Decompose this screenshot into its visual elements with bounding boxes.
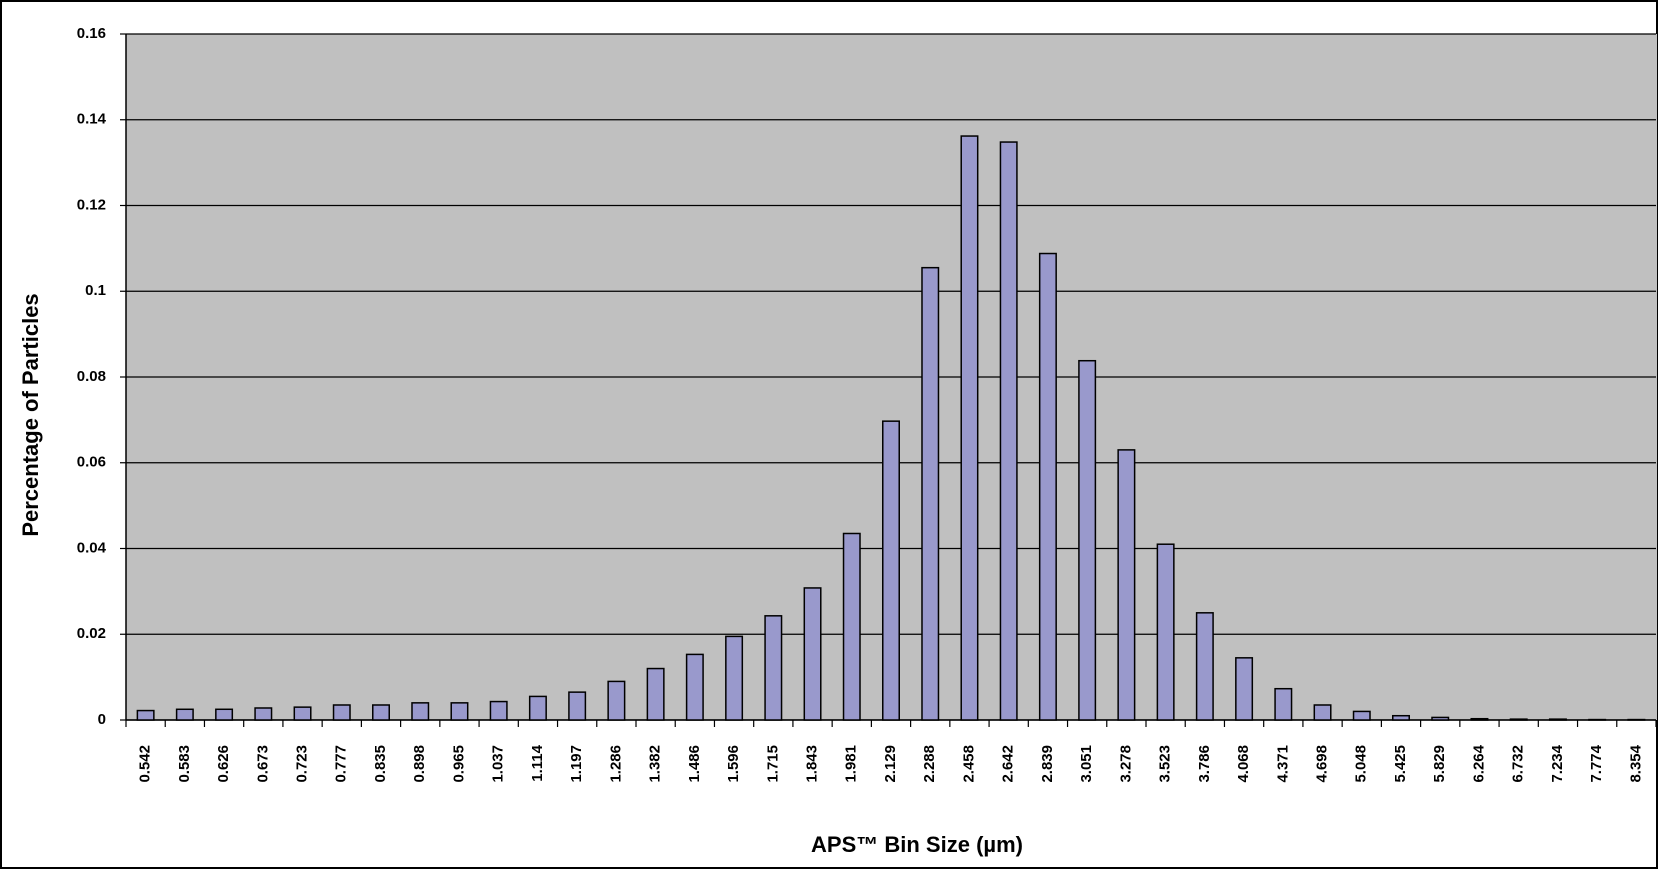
x-tick-label: 2.288: [921, 745, 938, 783]
y-tick-label: 0: [98, 711, 106, 728]
x-tick-label: 0.626: [215, 745, 232, 783]
y-tick-label: 0.08: [77, 368, 106, 385]
bar: [372, 704, 390, 721]
bar: [528, 695, 547, 721]
x-tick-label: 0.673: [254, 745, 271, 783]
x-tick-label: 6.732: [1510, 745, 1527, 783]
bar: [803, 587, 822, 721]
x-tick-label: 1.114: [529, 744, 546, 781]
bar: [842, 532, 861, 721]
bar: [1235, 657, 1254, 721]
x-tick-label: 4.698: [1314, 745, 1331, 783]
x-tick-label: 1.486: [686, 745, 703, 783]
bar: [1392, 714, 1410, 721]
bar: [1038, 252, 1057, 721]
y-tick-label: 0.12: [77, 196, 106, 213]
bar: [1509, 718, 1528, 721]
y-tick-label: 0.14: [77, 111, 107, 128]
x-tick-label: 5.048: [1353, 745, 1370, 783]
x-tick-label: 3.278: [1117, 745, 1134, 783]
x-tick-label: 2.458: [960, 745, 977, 783]
bar: [1195, 612, 1214, 721]
x-tick-label: 0.777: [333, 745, 350, 783]
bar: [1313, 704, 1332, 721]
x-tick-label: 2.839: [1039, 745, 1056, 783]
x-tick-label: 0.835: [372, 745, 389, 783]
y-tick-label: 0.06: [77, 454, 106, 471]
x-tick-label: 0.542: [137, 745, 154, 783]
bar: [685, 653, 704, 721]
x-tick-label: 3.051: [1078, 745, 1095, 783]
y-tick-label: 0.04: [77, 539, 107, 556]
bar: [607, 680, 626, 721]
bar: [175, 708, 194, 721]
x-tick-label: 2.129: [882, 745, 899, 783]
bar: [764, 615, 783, 721]
bar: [1470, 717, 1489, 721]
x-tick-label: 4.068: [1235, 745, 1252, 783]
x-tick-label: 3.786: [1196, 745, 1213, 783]
x-tick-label: 4.371: [1274, 745, 1291, 783]
y-tick-label: 0.1: [85, 282, 106, 299]
bar: [1274, 687, 1293, 721]
x-tick-label: 5.425: [1392, 745, 1409, 783]
x-tick-label: 1.037: [490, 745, 507, 783]
bar: [882, 420, 900, 721]
x-tick-label: 0.723: [294, 745, 311, 783]
bar: [568, 691, 587, 721]
x-tick-label: 7.774: [1588, 744, 1605, 782]
bar: [1078, 359, 1097, 721]
x-tick-label: 2.642: [1000, 745, 1017, 783]
x-tick-label: 1.981: [843, 745, 860, 783]
bar: [921, 266, 940, 721]
x-tick-label: 3.523: [1157, 745, 1174, 783]
bar: [1548, 718, 1567, 721]
bar: [332, 704, 351, 721]
bar: [1156, 543, 1175, 721]
bar: [136, 709, 155, 721]
bar: [1352, 710, 1371, 721]
x-tick-label: 0.965: [450, 745, 467, 783]
x-tick-label: 5.829: [1431, 745, 1448, 783]
bar: [1431, 716, 1450, 721]
y-tick-label: 0.02: [77, 625, 106, 642]
bar: [489, 700, 508, 721]
bar: [999, 141, 1018, 721]
x-tick-label: 1.843: [804, 745, 821, 783]
x-tick-label: 1.715: [764, 745, 781, 783]
bar: [1117, 449, 1136, 721]
bar: [646, 667, 665, 721]
x-tick-label: 1.197: [568, 745, 585, 783]
x-tick-label: 0.583: [176, 745, 193, 783]
x-axis-title: APS™ Bin Size (µm): [811, 832, 1023, 857]
bar: [960, 135, 979, 721]
y-tick-label: 0.16: [77, 25, 106, 42]
x-tick-label: 0.898: [411, 745, 428, 783]
x-tick-label: 8.354: [1627, 744, 1644, 782]
x-tick-label: 1.286: [607, 745, 624, 783]
x-tick-label: 1.382: [647, 745, 664, 783]
bar: [215, 708, 234, 721]
bar: [411, 702, 430, 721]
bar: [293, 706, 312, 721]
bar: [450, 702, 469, 721]
x-tick-label: 7.234: [1549, 744, 1566, 782]
x-tick-label: 1.596: [725, 745, 742, 783]
x-tick-label: 6.264: [1470, 744, 1487, 782]
y-axis-title: Percentage of Particles: [18, 293, 43, 536]
bar: [254, 707, 273, 721]
bar: [725, 635, 744, 721]
